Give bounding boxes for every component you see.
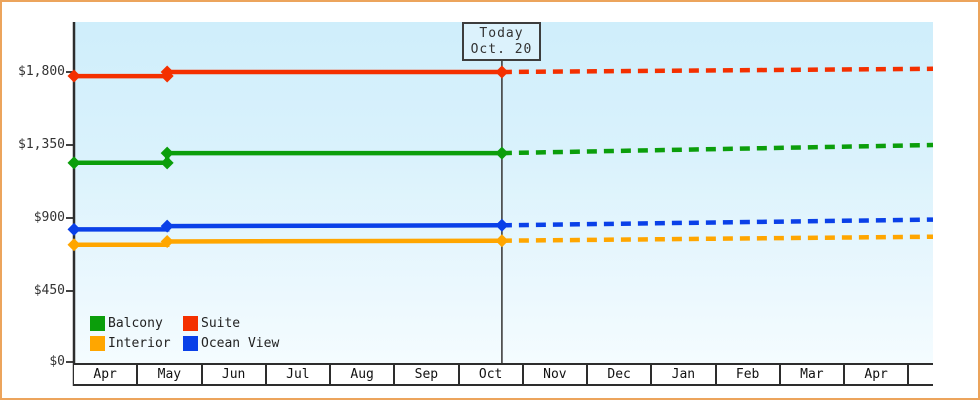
legend-swatch (90, 315, 105, 331)
series-marker (160, 146, 174, 160)
series-line-ocean-view (74, 223, 502, 232)
legend-row: Interior Ocean View (90, 333, 279, 353)
month-cell-empty (909, 365, 933, 384)
series-line-suite (74, 69, 502, 79)
series-marker (495, 146, 509, 160)
series-line-balcony (74, 150, 502, 166)
today-date: Oct. 20 (470, 41, 533, 57)
month-cell: Oct (460, 365, 524, 384)
legend-item-balcony: Balcony (90, 315, 183, 331)
y-tick-label: $1,350 (18, 137, 65, 152)
legend: Balcony Suite Interior Ocean View (90, 313, 279, 353)
today-label: Today (479, 25, 524, 41)
series-projection-ocean-view (501, 217, 934, 228)
legend-row: Balcony Suite (90, 313, 279, 333)
y-tick-label: $0 (49, 354, 65, 369)
month-cell: Jun (203, 365, 267, 384)
y-tick-label: $900 (33, 210, 65, 225)
legend-item-ocean-view: Ocean View (183, 335, 280, 351)
month-cell: Jan (652, 365, 717, 384)
month-cell: Dec (588, 365, 653, 384)
month-cell: Apr (845, 365, 910, 384)
legend-swatch (183, 315, 198, 331)
today-annotation: Today Oct. 20 (462, 22, 541, 61)
series-marker (67, 222, 81, 236)
legend-swatch (90, 335, 105, 351)
legend-item-interior: Interior (90, 335, 183, 351)
series-marker (67, 238, 81, 252)
legend-label: Interior (108, 335, 171, 351)
month-cell: Feb (717, 365, 781, 384)
series-marker (160, 219, 174, 233)
series-marker (495, 234, 509, 248)
month-cell: Apr (74, 365, 139, 384)
series-marker (495, 65, 509, 79)
series-marker (160, 235, 174, 249)
series-projection-balcony (501, 142, 934, 156)
month-cell: Sep (395, 365, 460, 384)
series-projection-suite (501, 66, 934, 75)
legend-label: Suite (201, 315, 241, 331)
month-cell: Aug (331, 365, 396, 384)
legend-swatch (183, 335, 198, 351)
month-cell: May (138, 365, 203, 384)
series-line-interior (74, 238, 502, 248)
series-marker (495, 218, 509, 232)
series-marker (160, 65, 174, 79)
legend-label: Ocean View (201, 335, 280, 351)
legend-item-suite: Suite (183, 315, 241, 331)
x-axis-month-row: Apr May Jun Jul Aug Sep Oct Nov Dec Jan Feb Mar Apr (74, 363, 933, 386)
series-marker (67, 69, 81, 83)
series-projection-interior (501, 234, 934, 243)
y-tick-label: $450 (33, 283, 65, 298)
plot-area (75, 22, 933, 363)
month-cell: Jul (267, 365, 331, 384)
month-cell: Mar (781, 365, 845, 384)
legend-label: Balcony (108, 315, 163, 331)
month-cell: Nov (524, 365, 588, 384)
series-marker (67, 156, 81, 170)
series-marker (160, 156, 174, 170)
y-tick-label: $1,800 (18, 64, 65, 79)
